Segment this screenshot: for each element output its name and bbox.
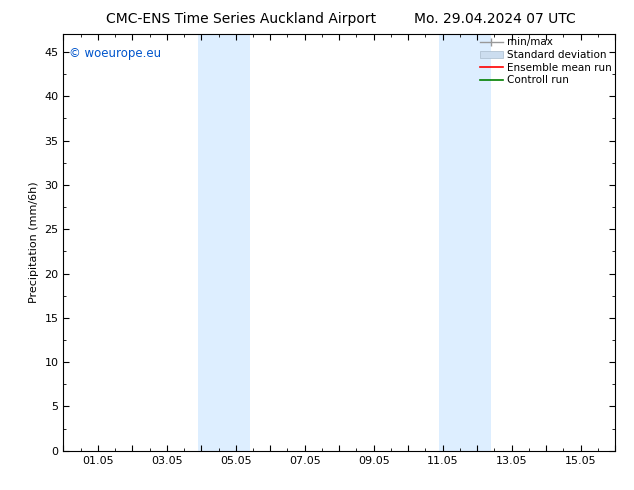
Text: Mo. 29.04.2024 07 UTC: Mo. 29.04.2024 07 UTC bbox=[413, 12, 576, 26]
Text: © woeurope.eu: © woeurope.eu bbox=[69, 47, 161, 60]
Bar bbox=[198, 34, 250, 451]
Legend: min/max, Standard deviation, Ensemble mean run, Controll run: min/max, Standard deviation, Ensemble me… bbox=[480, 37, 612, 85]
Bar bbox=[439, 34, 491, 451]
Text: CMC-ENS Time Series Auckland Airport: CMC-ENS Time Series Auckland Airport bbox=[106, 12, 376, 26]
Y-axis label: Precipitation (mm/6h): Precipitation (mm/6h) bbox=[29, 182, 39, 303]
